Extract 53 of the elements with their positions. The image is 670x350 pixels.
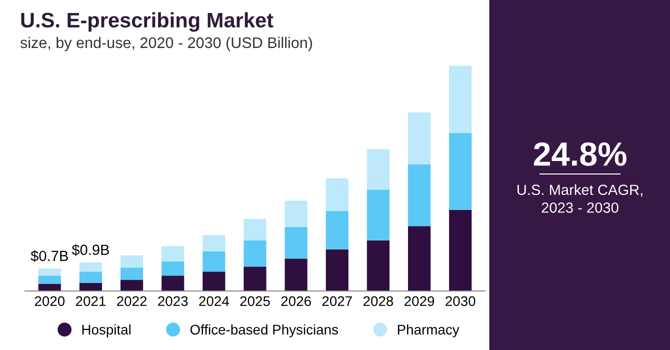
x-tick-label: 2023	[158, 296, 188, 306]
bar	[38, 284, 61, 291]
x-tick-label: 2027	[322, 296, 352, 306]
x-tick-label: 2022	[117, 296, 147, 306]
bar	[449, 210, 472, 291]
legend-label: Pharmacy	[398, 324, 460, 338]
chart-title: U.S. E-prescribing Market	[21, 12, 274, 32]
bar	[326, 210, 348, 250]
text: 24.8%	[534, 142, 626, 166]
bar	[366, 149, 390, 190]
bar	[449, 132, 472, 210]
bar	[38, 268, 61, 276]
bar	[120, 280, 144, 291]
bar	[449, 66, 472, 133]
bar	[244, 218, 266, 240]
legend-label: Office-based Physicians	[190, 324, 338, 338]
bar	[202, 251, 226, 272]
annotation: $0.7B	[30, 250, 68, 262]
bar	[79, 262, 102, 272]
bar	[326, 178, 348, 211]
x-tick-label: 2030	[446, 296, 476, 306]
chart-subtitle: size, by end-use, 2020 - 2030 (USD Billion)	[20, 36, 312, 52]
text: U.S. Market CAGR, 2023 - 2030	[518, 184, 642, 213]
bar	[284, 227, 308, 259]
bar	[284, 200, 308, 228]
bar	[79, 282, 102, 291]
bar	[79, 272, 102, 283]
bar	[366, 240, 390, 291]
x-tick-label: 2020	[34, 296, 65, 306]
bar	[326, 249, 348, 291]
bar	[244, 266, 266, 291]
bar	[408, 112, 431, 164]
annotation: $0.9B	[72, 244, 109, 256]
bar	[120, 268, 144, 280]
x-tick-label: 2026	[281, 296, 311, 306]
x-tick-label: 2025	[240, 296, 270, 306]
bar	[202, 272, 226, 291]
bar	[38, 276, 61, 284]
bar	[284, 258, 308, 291]
bar	[120, 255, 144, 268]
bar	[244, 240, 266, 267]
x-tick-label: 2021	[76, 296, 106, 306]
bar	[162, 246, 184, 262]
bar	[408, 164, 431, 226]
bar	[202, 235, 226, 252]
bar	[162, 276, 184, 291]
x-tick-label: 2028	[363, 296, 394, 306]
legend-label: Hospital	[82, 324, 130, 338]
x-tick-label: 2024	[199, 296, 229, 306]
bar	[162, 261, 184, 276]
x-tick-label: 2029	[404, 296, 434, 306]
bar	[408, 226, 431, 291]
bar	[366, 190, 390, 240]
